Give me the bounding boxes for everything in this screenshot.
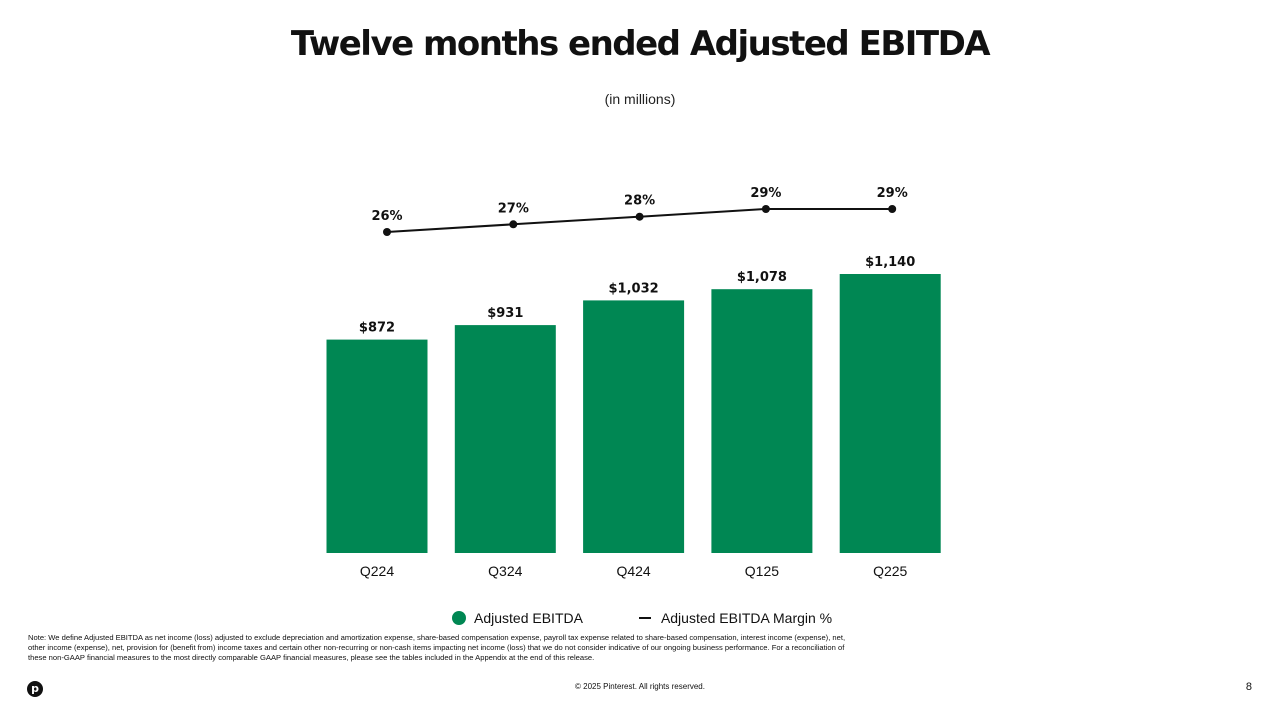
bar-value-label-Q424: $1,032 <box>609 281 659 296</box>
bar-value-label-Q324: $931 <box>487 306 523 321</box>
x-tick-label-Q224: Q224 <box>360 563 394 579</box>
legend-dot-icon <box>452 611 466 625</box>
bar-Q224 <box>326 339 428 553</box>
bar-value-label-Q125: $1,078 <box>737 270 787 285</box>
chart-subtitle: (in millions) <box>604 91 676 107</box>
chart-legend: Adjusted EBITDA Adjusted EBITDA Margin % <box>452 608 832 628</box>
bar-Q324 <box>454 325 556 553</box>
bar-Q424 <box>583 300 685 553</box>
bar-value-label-Q225: $1,140 <box>865 255 915 270</box>
bar-Q225 <box>839 274 941 553</box>
page-number: 8 <box>1245 681 1252 693</box>
footnote: Note: We define Adjusted EBITDA as net i… <box>28 633 846 662</box>
margin-point-Q424 <box>635 212 644 221</box>
margin-label-Q125: 29% <box>750 186 781 201</box>
bar-Q125 <box>711 289 813 553</box>
legend-label-ebitda: Adjusted EBITDA <box>474 610 583 626</box>
margin-label-Q224: 26% <box>371 209 402 224</box>
margin-point-Q125 <box>761 205 770 213</box>
legend-label-margin: Adjusted EBITDA Margin % <box>660 610 833 626</box>
copyright-text: © 2025 Pinterest. All rights reserved. <box>575 682 705 691</box>
margin-label-Q324: 27% <box>498 201 529 216</box>
margin-label-Q424: 28% <box>624 194 655 209</box>
margin-point-Q225 <box>888 205 897 213</box>
x-tick-label-Q225: Q225 <box>873 563 907 579</box>
x-tick-label-Q424: Q424 <box>616 563 650 579</box>
margin-label-Q225: 29% <box>877 186 908 201</box>
margin-point-Q224 <box>383 228 391 236</box>
x-tick-label-Q324: Q324 <box>488 563 522 579</box>
legend-item-margin: Adjusted EBITDA Margin % <box>638 610 833 626</box>
chart-area: $872 Q224 $931 Q324 $1,032 Q424 $1,078 Q125 $1,1… <box>326 186 941 579</box>
bar-value-label-Q224: $872 <box>359 321 395 336</box>
x-tick-label-Q125: Q125 <box>745 563 779 579</box>
legend-item-ebitda: Adjusted EBITDA <box>452 610 583 626</box>
legend-line-icon <box>638 617 651 619</box>
margin-point-Q324 <box>509 220 518 229</box>
pinterest-logo-icon: p <box>27 681 43 697</box>
chart-title: Twelve months ended Adjusted EBITDA <box>290 24 991 64</box>
